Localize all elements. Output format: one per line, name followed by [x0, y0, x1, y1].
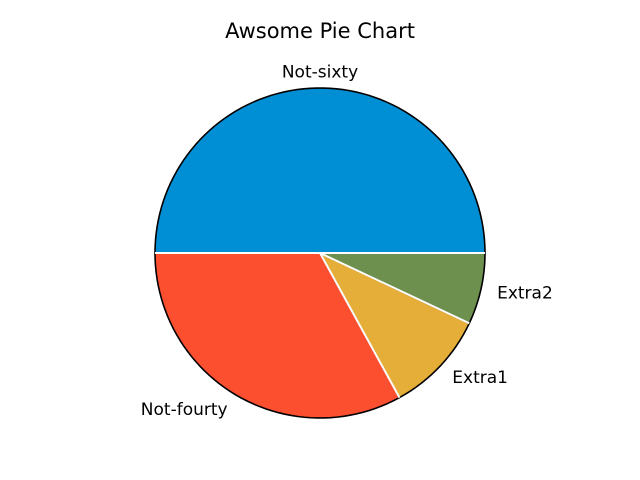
slice-separator [319, 252, 470, 325]
pie-labels: Not-sixty Not-fourty Extra1 Extra2 [141, 63, 553, 421]
pie-label-not-sixty: Not-sixty [282, 63, 358, 83]
pie-slices [154, 87, 486, 419]
pie-slice-not-fourty [154, 252, 401, 419]
slice-separator [319, 252, 401, 399]
chart-title: Awsome Pie Chart [225, 19, 415, 43]
pie-slice-extra1 [319, 252, 471, 399]
pie-label-extra2: Extra2 [497, 284, 553, 304]
pie-label-extra1: Extra1 [452, 368, 508, 388]
pie-slice-extra2 [319, 252, 486, 325]
pie-label-not-fourty: Not-fourty [141, 400, 228, 420]
pie-slice-not-sixty [154, 87, 486, 254]
